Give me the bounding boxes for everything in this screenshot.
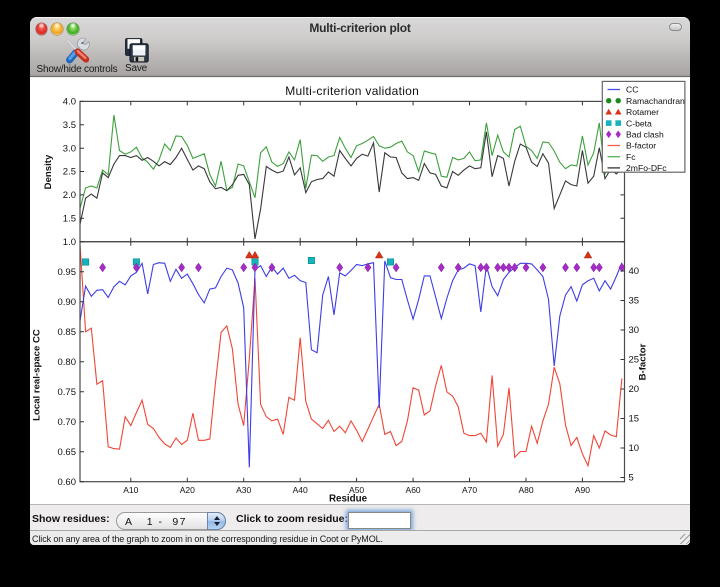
svg-text:A40: A40 — [293, 485, 308, 495]
svg-text:0.90: 0.90 — [58, 297, 77, 308]
svg-text:Local real-space CC: Local real-space CC — [32, 329, 43, 421]
svg-text:0.95: 0.95 — [58, 267, 77, 278]
svg-text:Bad clash: Bad clash — [626, 130, 664, 140]
svg-text:A30: A30 — [236, 485, 251, 495]
svg-text:25: 25 — [629, 355, 640, 366]
svg-text:10: 10 — [629, 443, 640, 454]
svg-text:5: 5 — [629, 473, 634, 484]
svg-text:Fc: Fc — [626, 152, 636, 162]
svg-text:1.5: 1.5 — [63, 214, 76, 225]
svg-text:Ramachandran: Ramachandran — [626, 96, 685, 106]
svg-text:0.60: 0.60 — [58, 477, 77, 488]
svg-text:40: 40 — [629, 266, 640, 277]
svg-text:0.85: 0.85 — [58, 327, 77, 338]
svg-text:30: 30 — [629, 325, 640, 336]
svg-text:2.0: 2.0 — [63, 190, 76, 201]
svg-text:20: 20 — [629, 384, 640, 395]
svg-text:A20: A20 — [180, 485, 195, 495]
svg-text:0.80: 0.80 — [58, 357, 77, 368]
svg-text:3.5: 3.5 — [63, 120, 76, 131]
svg-text:A50: A50 — [349, 485, 364, 495]
svg-text:C-beta: C-beta — [626, 118, 652, 128]
svg-text:0.65: 0.65 — [58, 447, 77, 458]
svg-text:Rotamer: Rotamer — [626, 107, 659, 117]
svg-text:Residue: Residue — [329, 494, 368, 505]
svg-text:35: 35 — [629, 296, 640, 307]
svg-text:A70: A70 — [462, 485, 477, 495]
svg-text:0.75: 0.75 — [58, 387, 77, 398]
svg-text:15: 15 — [629, 414, 640, 425]
svg-text:Density: Density — [43, 154, 54, 189]
svg-text:A60: A60 — [406, 485, 421, 495]
svg-text:0.70: 0.70 — [58, 417, 77, 428]
svg-text:2.5: 2.5 — [63, 167, 76, 178]
svg-text:Multi-criterion validation: Multi-criterion validation — [285, 84, 419, 98]
svg-text:CC: CC — [626, 85, 638, 95]
svg-text:B-factor: B-factor — [638, 343, 649, 380]
svg-text:B-factor: B-factor — [626, 141, 656, 151]
svg-text:3.0: 3.0 — [63, 143, 76, 154]
svg-text:A90: A90 — [575, 485, 590, 495]
svg-text:1.0: 1.0 — [63, 237, 76, 248]
svg-text:2mFo-DFc: 2mFo-DFc — [626, 163, 667, 173]
svg-text:4.0: 4.0 — [63, 97, 76, 108]
svg-text:A10: A10 — [123, 485, 138, 495]
svg-text:A80: A80 — [518, 485, 533, 495]
